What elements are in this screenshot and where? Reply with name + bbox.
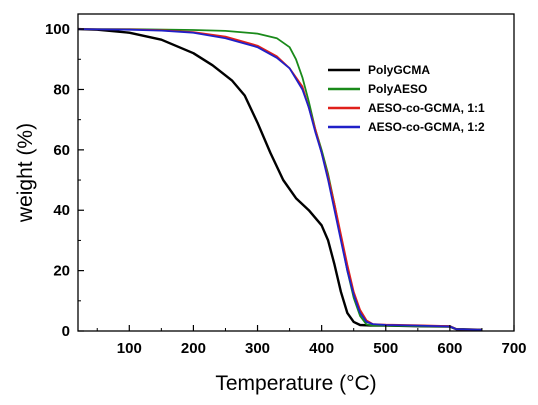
x-tick-label: 500	[373, 340, 398, 357]
x-tick-label: 700	[501, 340, 526, 357]
y-axis-title: weight (%)	[14, 123, 37, 223]
y-tick-label: 20	[53, 263, 70, 280]
legend-label: PolyGCMA	[368, 63, 430, 77]
x-axis-title: Temperature (°C)	[215, 372, 376, 395]
y-tick-label: 80	[53, 81, 70, 98]
legend: PolyGCMA PolyAESO AESO-co-GCMA, 1:1 AESO-co…	[328, 63, 485, 134]
x-axis: 100 200 300 400 500 600 700	[96, 325, 527, 357]
y-axis: 0 20 40 60 80 100	[45, 21, 84, 340]
x-tick-label: 200	[181, 340, 206, 357]
y-tick-label: 0	[62, 323, 70, 340]
series-layer	[77, 27, 482, 331]
x-tick-label: 300	[245, 340, 270, 357]
plot-area-frame	[77, 13, 515, 332]
x-tick-label: 100	[117, 340, 142, 357]
x-tick-label: 400	[309, 340, 334, 357]
y-tick-label: 60	[53, 142, 70, 159]
legend-label: AESO-co-GCMA, 1:1	[368, 101, 485, 115]
legend-label: AESO-co-GCMA, 1:2	[368, 120, 485, 134]
y-tick-label: 40	[53, 202, 70, 219]
x-tick-label: 600	[437, 340, 462, 357]
legend-label: PolyAESO	[368, 82, 427, 96]
series-line-aeso-co-gcma-1-2	[77, 28, 482, 331]
y-tick-label: 100	[45, 21, 70, 38]
